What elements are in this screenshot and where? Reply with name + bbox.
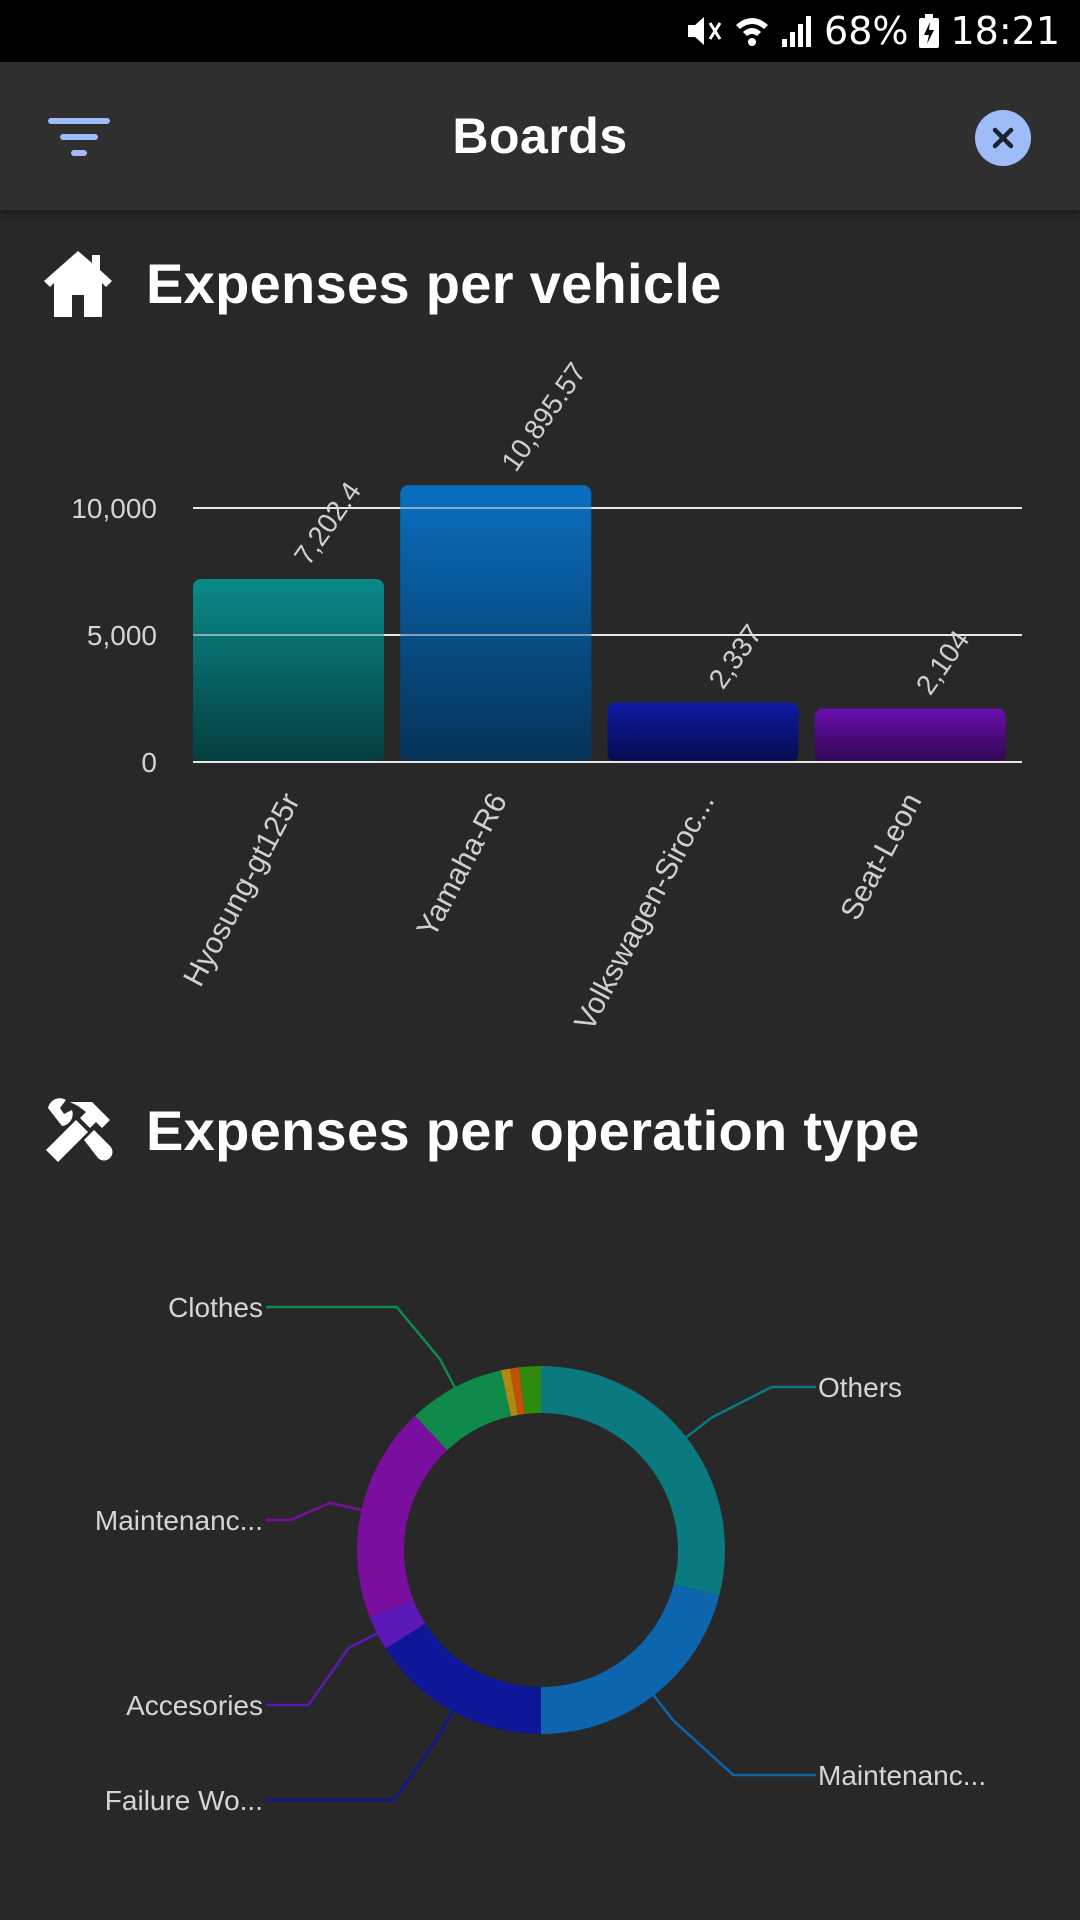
category-label: Seat-Leon xyxy=(834,788,928,926)
category-label: Volkswagen-Siroc... xyxy=(568,788,721,1036)
pie-label: Maintenanc... xyxy=(818,1760,986,1791)
pie-slice[interactable] xyxy=(415,1370,512,1451)
pie-label: Others xyxy=(818,1372,902,1403)
y-tick-label: 10,000 xyxy=(71,493,157,524)
battery-percent: 68% xyxy=(824,9,909,53)
category-label: Yamaha-R6 xyxy=(411,788,514,943)
home-icon xyxy=(44,251,112,317)
clock: 18:21 xyxy=(950,9,1060,53)
tools-icon xyxy=(46,1098,113,1162)
vehicle-section-title: Expenses per vehicle xyxy=(146,251,722,315)
pie-slice[interactable] xyxy=(541,1366,725,1596)
pie-slice[interactable] xyxy=(385,1623,541,1734)
mute-icon xyxy=(688,17,722,45)
pie-label: Failure Wo... xyxy=(105,1785,263,1816)
pie-label-line xyxy=(266,1630,382,1707)
pie-label: Clothes xyxy=(168,1292,263,1323)
expenses-per-vehicle-chart: 0 5,000 10,000 7,202.4 Hyosung-gt125r 10,895.… xyxy=(71,357,1022,1036)
category-label: Hyosung-gt125r xyxy=(177,788,306,992)
pie-label: Maintenanc... xyxy=(95,1505,263,1536)
pie-slice[interactable] xyxy=(369,1600,426,1649)
pie-label-line xyxy=(266,1305,458,1392)
bar-value-label: 10,895.57 xyxy=(495,357,592,477)
app-bar: Boards xyxy=(0,62,1080,210)
wifi-icon xyxy=(736,18,769,46)
bar[interactable] xyxy=(400,485,592,762)
bar[interactable] xyxy=(193,579,384,762)
pie-slice[interactable] xyxy=(519,1366,541,1414)
signal-icon xyxy=(782,16,812,47)
close-button[interactable] xyxy=(975,110,1031,166)
operation-section-header: Expenses per operation type xyxy=(40,1085,920,1175)
y-tick-label: 5,000 xyxy=(87,620,157,651)
pie-label-line xyxy=(266,1707,456,1802)
bar-value-label: 7,202.4 xyxy=(288,476,367,570)
bar[interactable] xyxy=(607,702,799,762)
pie-label: Accesories xyxy=(126,1690,263,1721)
vehicle-section-header: Expenses per vehicle xyxy=(40,238,722,328)
pie-slice[interactable] xyxy=(500,1368,518,1417)
operation-section-title: Expenses per operation type xyxy=(146,1098,920,1162)
pie-label-line xyxy=(266,1501,366,1522)
close-icon xyxy=(992,127,1014,149)
status-icons: 68% 18:21 xyxy=(684,0,1060,62)
pie-slice[interactable] xyxy=(357,1415,448,1618)
battery-icon xyxy=(919,14,940,48)
page-title: Boards xyxy=(452,108,628,164)
y-tick-label: 0 xyxy=(141,747,157,778)
status-bar: 68% 18:21 xyxy=(0,0,1080,62)
filter-icon[interactable] xyxy=(46,112,112,162)
expenses-per-operation-chart: Others Maintenanc... Failure Wo... Accesori… xyxy=(95,1292,986,1816)
bar-value-label: 2,337 xyxy=(703,619,769,694)
bar-value-label: 2,104 xyxy=(910,625,976,700)
pie-slice[interactable] xyxy=(509,1367,525,1415)
pie-slice[interactable] xyxy=(541,1584,720,1734)
pie-label-line xyxy=(682,1385,816,1441)
pie-label-line xyxy=(650,1691,816,1777)
bar[interactable] xyxy=(814,708,1006,762)
